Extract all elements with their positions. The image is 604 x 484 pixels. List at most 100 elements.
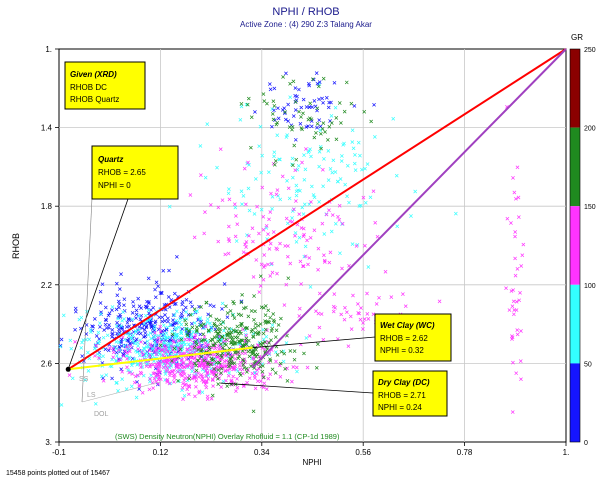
data-point [310,184,314,189]
data-point [91,324,95,329]
data-point [156,335,161,340]
data-point [302,202,307,207]
data-point [277,157,281,162]
data-point [93,346,97,351]
data-point [244,305,248,310]
data-point [294,365,299,370]
data-point [163,307,168,312]
data-point [291,114,296,118]
data-point [214,360,219,365]
data-point [198,332,203,337]
data-point [139,365,143,369]
data-point [185,364,190,369]
data-point [67,373,72,378]
data-point [115,293,120,298]
overlay-label-ss: SS [79,376,89,383]
data-point [293,100,298,104]
data-point [283,367,288,371]
data-point [246,96,251,101]
data-point [164,369,169,373]
data-point [199,305,203,309]
data-point [207,329,211,333]
data-point [101,378,106,383]
data-point [157,315,162,320]
data-point [338,251,342,256]
data-point [518,359,523,363]
x-tick-label: 0.78 [457,448,473,457]
data-point [93,342,98,347]
data-point [270,124,274,129]
data-point [268,241,273,246]
data-point [328,167,333,171]
data-point [130,317,135,322]
data-point [336,179,340,184]
data-point [199,349,204,353]
data-point [190,365,195,369]
data-point [308,285,313,289]
data-point [254,354,259,359]
data-point [187,376,192,381]
data-point [243,242,247,247]
data-point [368,195,373,200]
data-point [205,397,210,402]
data-point [269,338,273,342]
data-point [232,202,237,207]
data-point [214,373,219,377]
data-point [395,224,400,229]
data-point [226,251,231,256]
data-point [178,317,182,321]
data-point [231,328,236,333]
data-point [249,329,254,334]
overlay-label-dol: DOL [94,411,109,418]
data-point [105,333,110,338]
data-point [133,374,138,379]
data-point [209,396,214,401]
data-point [173,301,178,306]
data-point [172,376,177,380]
data-point [177,379,181,384]
data-point [317,118,322,122]
data-point [260,369,265,374]
data-point [343,305,347,310]
data-point [230,335,235,340]
data-point [515,328,520,332]
data-point [303,167,308,172]
data-point [97,339,102,344]
data-point [238,329,242,334]
data-point [511,360,515,365]
data-point [317,80,322,84]
data-point [293,108,298,112]
data-point [360,167,364,172]
data-point [245,233,249,237]
data-point [180,327,185,331]
annotation-quartz: Quartz RHOB = 2.65 NPHI = 0 [91,145,179,200]
data-point [281,75,285,79]
data-point [144,325,149,330]
data-point [330,213,335,217]
data-point [110,357,114,362]
data-point [349,327,354,331]
data-point [361,327,365,331]
data-point [116,316,120,321]
data-point [227,364,231,369]
data-point [148,352,153,357]
data-point [346,344,351,349]
data-point [94,343,99,348]
data-point [520,253,525,258]
data-point [107,325,111,330]
data-point [192,235,197,240]
data-point [193,394,197,399]
data-point [261,277,266,282]
data-point [317,97,321,102]
data-point [229,357,233,361]
data-point [340,221,345,226]
data-point [203,210,207,214]
data-point [383,269,388,274]
gr-colorbar [569,48,581,443]
data-point [358,153,362,158]
colorbar-tick-label: 200 [584,126,596,133]
data-point [255,368,259,372]
y-tick-label: 2.2 [41,281,53,290]
data-point [161,353,166,358]
